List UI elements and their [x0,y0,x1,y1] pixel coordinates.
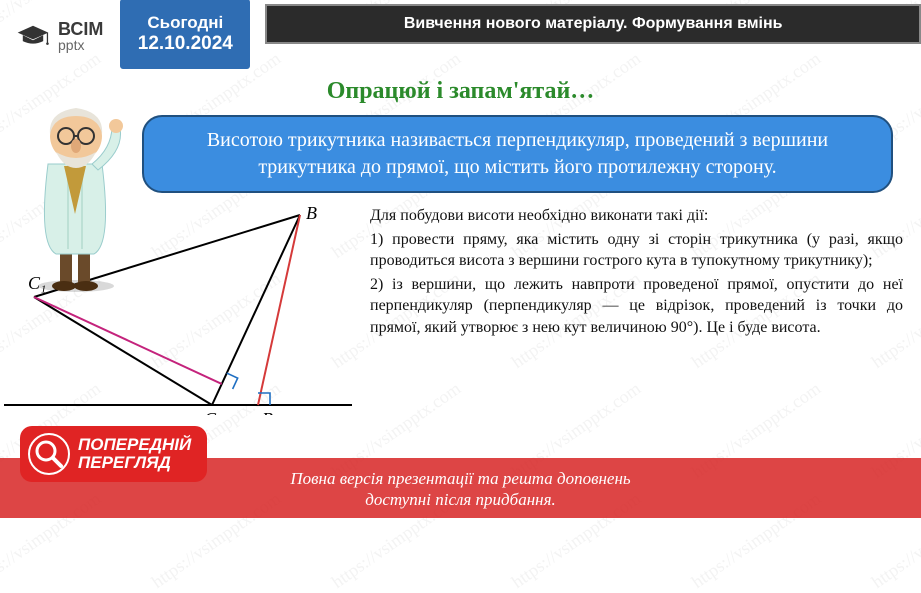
body-step-2: 2) із вершини, що лежить навпроти провед… [370,274,903,339]
date-value: 12.10.2024 [138,33,233,55]
preview-badge-line1: ПОПЕРЕДНІЙ [78,436,191,454]
body-step-1: 1) провести пряму, яка містить одну зі с… [370,229,903,272]
preview-badge-line2: ПЕРЕГЛЯД [78,454,191,472]
header: ВСІМ pptx Сьогодні 12.10.2024 Вивчення н… [0,0,921,72]
body-text: Для побудови висоти необхідно виконати т… [370,205,903,415]
graduation-cap-icon [16,24,50,48]
bottom-banner-line2: доступні після придбання. [20,489,901,510]
title-bar: Вивчення нового матеріалу. Формування вм… [265,4,921,44]
definition-box: Висотою трикутника називається перпендик… [142,115,893,193]
logo-text-bottom: pptx [58,38,103,52]
svg-text:B₁: B₁ [262,409,279,415]
body-intro: Для побудови висоти необхідно виконати т… [370,205,903,227]
logo: ВСІМ pptx [0,0,113,72]
content-row: BC₁CB₁ Для побудови висоти необхідно вик… [0,205,921,415]
date-badge: Сьогодні 12.10.2024 [117,0,253,72]
magnifier-icon [28,433,70,475]
definition-text: Висотою трикутника називається перпендик… [207,129,828,178]
date-label: Сьогодні [147,13,223,33]
subtitle: Опрацюй і запам'ятай… [0,78,921,105]
title-bar-text: Вивчення нового матеріалу. Формування вм… [404,15,783,33]
professor-illustration [8,94,138,294]
svg-text:C: C [204,409,217,415]
svg-text:B: B [306,205,317,223]
preview-badge: ПОПЕРЕДНІЙ ПЕРЕГЛЯД [20,426,207,482]
logo-text-top: ВСІМ [58,20,103,38]
